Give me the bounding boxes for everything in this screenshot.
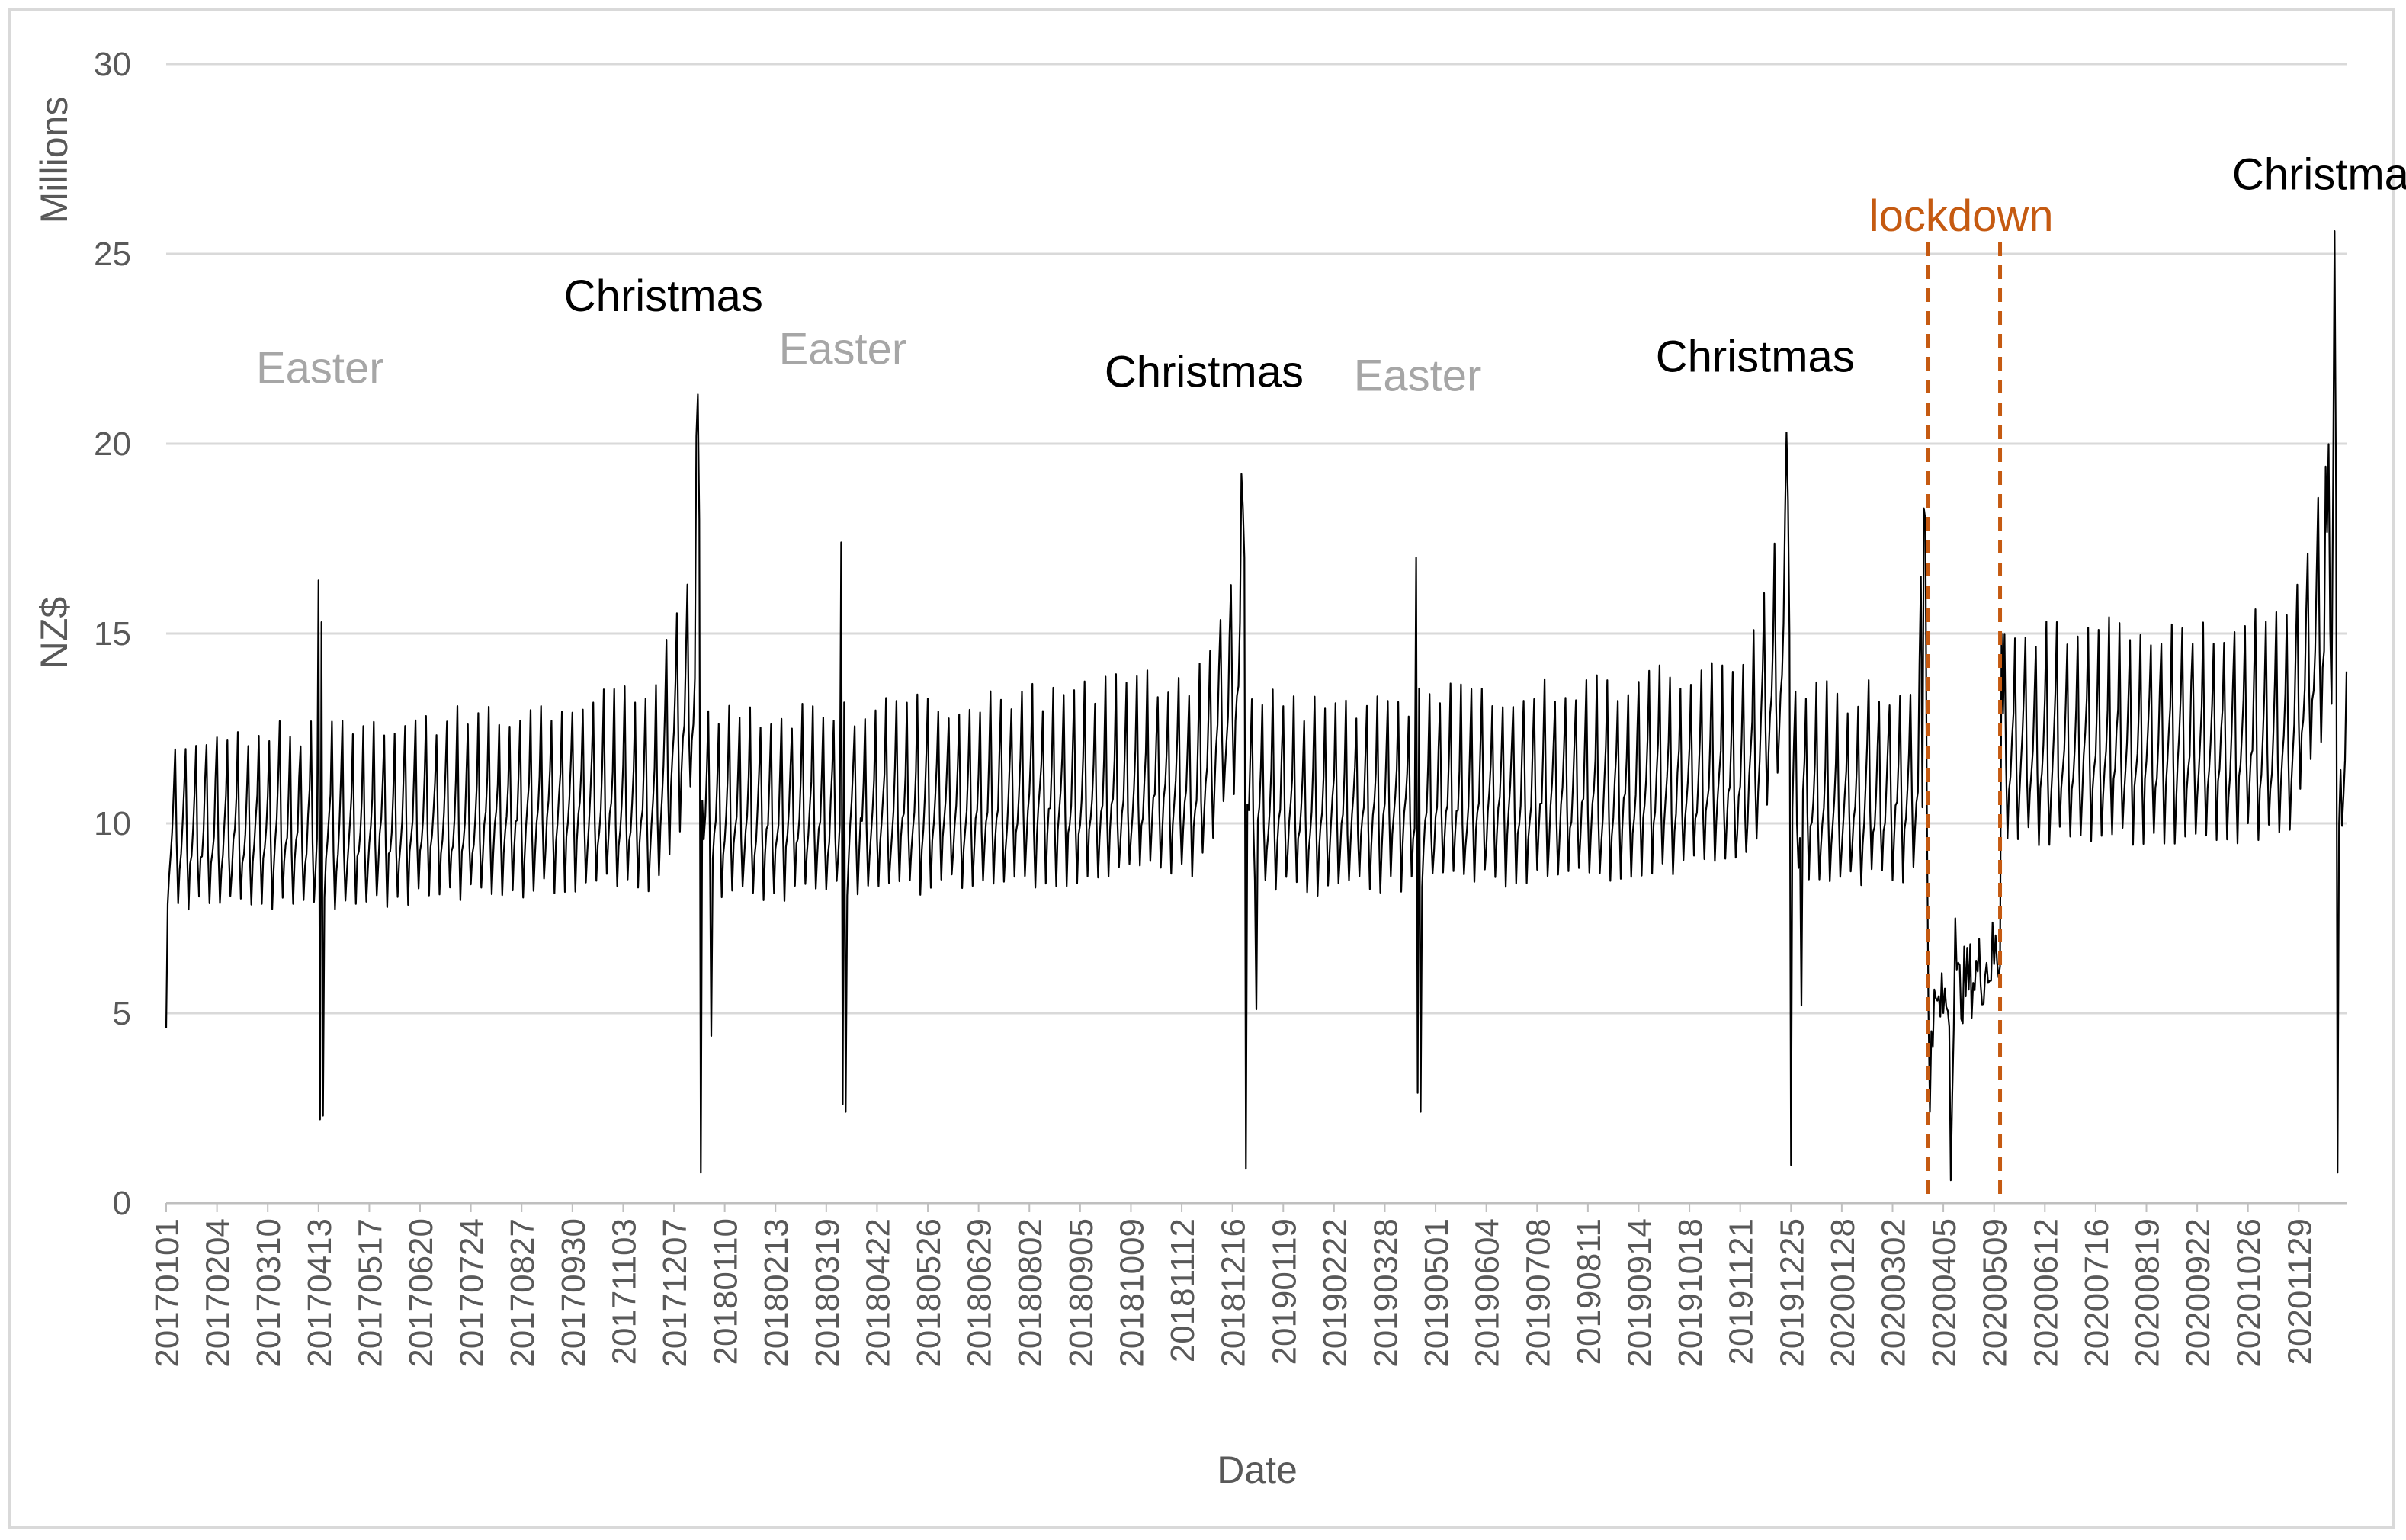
- x-tick-label: 20170101: [149, 1218, 186, 1368]
- annotation-easter: Easter: [256, 343, 384, 393]
- x-tick-label: 20190708: [1519, 1218, 1557, 1368]
- annotations: Easter Easter Easter Christmas Christmas Chri…: [256, 149, 2406, 400]
- annotation-christmas: Christmas: [1105, 347, 1304, 396]
- y-axis-title: NZ$: [33, 597, 75, 669]
- lockdown-lines: [1926, 242, 2003, 1203]
- x-tick-label: 20200302: [1875, 1218, 1912, 1368]
- y-tick-label: 10: [94, 805, 131, 842]
- annotation-christmas: Christmas: [564, 271, 763, 321]
- x-tick-label: 20170930: [555, 1218, 592, 1368]
- x-tick-label: 20180802: [1012, 1218, 1049, 1368]
- x-tick-label: 20180905: [1063, 1218, 1100, 1368]
- y-tick-label: 20: [94, 425, 131, 463]
- x-tick-label: 20170204: [200, 1218, 237, 1368]
- x-tick-label: 20190811: [1570, 1218, 1608, 1365]
- x-tick-label: 20191121: [1723, 1218, 1760, 1365]
- x-tick-label: 20190328: [1367, 1218, 1404, 1368]
- x-tick-label: 20190119: [1266, 1218, 1303, 1365]
- x-tick-label: 20190604: [1469, 1218, 1506, 1368]
- annotation-christmas: Christmas: [2232, 149, 2406, 199]
- x-tick-label: 20200922: [2180, 1218, 2217, 1368]
- x-tick-label: 20180526: [910, 1218, 948, 1368]
- x-tick-label: 20180110: [707, 1218, 745, 1365]
- annotation-easter: Easter: [1354, 351, 1482, 400]
- y-axis-unit: Millions: [33, 97, 75, 224]
- x-tick-label: 20181216: [1215, 1218, 1253, 1368]
- x-tick-label: 20171207: [656, 1218, 694, 1368]
- x-axis-title: Date: [1217, 1449, 1298, 1491]
- x-tick-label: 20170413: [301, 1218, 338, 1368]
- x-tick-label: 20170827: [504, 1218, 541, 1368]
- series-layer: [165, 230, 2348, 1182]
- x-tick-label: 20191018: [1672, 1218, 1709, 1368]
- x-tick-label: 20180422: [859, 1218, 897, 1368]
- x-tick-label: 20181112: [1164, 1218, 1201, 1362]
- x-tick-label: 20201026: [2231, 1218, 2268, 1368]
- x-tick-label: 20200612: [2027, 1218, 2064, 1368]
- x-tick-label: 20201129: [2281, 1218, 2318, 1365]
- series-line: [165, 230, 2348, 1182]
- x-tick-label: 20200716: [2078, 1218, 2116, 1368]
- x-tick-label: 20170310: [250, 1218, 287, 1368]
- x-tick-label: 20200128: [1824, 1218, 1862, 1368]
- x-tick-label: 20180629: [961, 1218, 999, 1368]
- x-tick-label: 20200819: [2129, 1218, 2167, 1368]
- y-tick-label: 5: [113, 995, 131, 1032]
- annotation-christmas: Christmas: [1656, 332, 1855, 381]
- x-tick-label: 20200405: [1926, 1218, 1963, 1368]
- x-tick-label: 20181009: [1113, 1218, 1150, 1368]
- x-tick-label: 20170620: [403, 1218, 440, 1368]
- x-tick-label: 20190222: [1317, 1218, 1354, 1368]
- y-axis-ticks: 0 5 10 15 20 25 30: [94, 46, 131, 1222]
- x-tick-label: 20170517: [351, 1218, 389, 1368]
- x-tick-label: 20180213: [758, 1218, 795, 1368]
- x-tick-label: 20190501: [1418, 1218, 1455, 1368]
- gridlines: [166, 63, 2347, 1205]
- y-tick-label: 0: [113, 1185, 131, 1222]
- x-axis-ticks: 20170101 20170204 20170310 20170413 20170517…: [149, 1203, 2318, 1368]
- y-tick-label: 25: [94, 236, 131, 273]
- x-tick-label: 20200509: [1977, 1218, 2014, 1368]
- x-tick-label: 20180319: [809, 1218, 846, 1368]
- x-tick-label: 20170724: [454, 1218, 491, 1368]
- x-tick-label: 20191225: [1773, 1218, 1811, 1368]
- x-tick-label: 20190914: [1621, 1218, 1658, 1368]
- x-tick-label: 20171103: [605, 1218, 643, 1365]
- y-tick-label: 30: [94, 46, 131, 83]
- annotation-lockdown: lockdown: [1869, 191, 2054, 241]
- annotation-easter: Easter: [779, 325, 907, 374]
- y-tick-label: 15: [94, 615, 131, 653]
